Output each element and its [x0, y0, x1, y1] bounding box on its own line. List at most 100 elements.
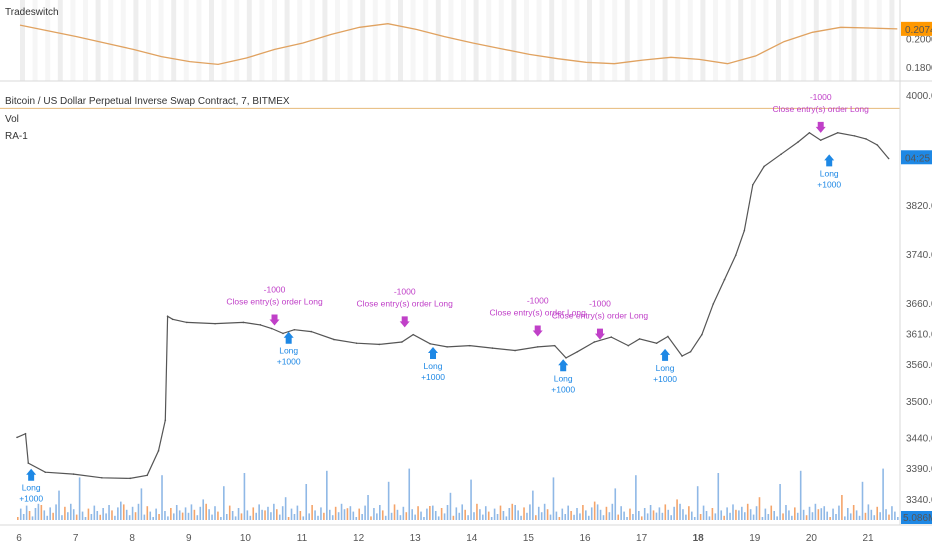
volume-bar	[796, 512, 799, 520]
volume-bar	[835, 514, 837, 520]
volume-bar	[205, 503, 207, 520]
volume-bar	[326, 470, 328, 520]
volume-bar	[808, 506, 811, 520]
volume-bar	[802, 509, 805, 520]
volume-bar	[726, 507, 728, 520]
volume-bar	[629, 508, 631, 520]
volume-bar	[470, 479, 472, 520]
volume-bar	[93, 505, 96, 520]
date-xtick: 9	[186, 533, 192, 544]
volume-bar	[746, 503, 749, 520]
indicator-band	[650, 0, 655, 81]
volume-bar	[381, 510, 384, 520]
volume-bar	[31, 516, 34, 520]
volume-bar	[696, 486, 699, 520]
volume-bar	[108, 505, 110, 520]
volume-bar	[576, 508, 578, 520]
indicator-band	[272, 0, 277, 81]
volume-bar	[58, 490, 60, 520]
date-xtick: 11	[297, 533, 308, 544]
volume-bar	[785, 505, 787, 520]
volume-bar	[352, 511, 355, 520]
indicator-band	[448, 0, 454, 81]
price-point	[627, 344, 630, 347]
indicator-title[interactable]: Tradeswitch	[5, 7, 59, 18]
indicator-band	[826, 0, 832, 81]
legend-vol[interactable]: Vol	[5, 114, 19, 125]
volume-bar	[17, 517, 19, 520]
close-arrow-icon	[815, 121, 826, 133]
volume-bar	[181, 512, 184, 520]
volume-bar	[78, 477, 81, 520]
volume-bar	[770, 505, 773, 520]
volume-bar	[390, 512, 393, 520]
volume-bar	[28, 511, 31, 520]
date-xtick: 14	[466, 533, 478, 544]
volume-bar	[128, 515, 131, 520]
volume-bar	[817, 509, 820, 520]
volume-bar	[593, 501, 596, 520]
volume-bar	[690, 511, 693, 520]
volume-bar	[643, 508, 646, 520]
indicator-band	[347, 0, 353, 81]
volume-bar	[417, 506, 419, 520]
indicator-band	[335, 0, 340, 81]
long-label: Long	[820, 168, 839, 178]
indicator-band	[498, 0, 504, 81]
volume-bar	[844, 516, 846, 520]
volume-bar	[358, 508, 361, 520]
volume-bar	[228, 505, 231, 520]
volume-bar	[720, 510, 723, 520]
indicator-band	[511, 0, 517, 81]
volume-bar	[861, 481, 864, 520]
indicator-band	[20, 0, 25, 81]
indicator-band	[196, 0, 202, 81]
close-arrow-icon	[269, 314, 280, 326]
volume-bar	[673, 506, 675, 520]
volume-bar	[484, 506, 487, 520]
volume-bar	[69, 503, 72, 520]
long-amount-label: +1000	[421, 372, 445, 382]
volume-bar	[820, 508, 823, 520]
price-point	[667, 335, 669, 338]
volume-bar	[137, 503, 140, 520]
indicator-band	[801, 0, 807, 81]
volume-bar	[738, 510, 740, 520]
volume-bar	[96, 511, 99, 520]
volume-bar	[302, 516, 305, 520]
indicator-band	[385, 0, 391, 81]
volume-bar	[255, 512, 257, 520]
volume-bar	[196, 515, 199, 520]
volume-bar	[888, 514, 890, 520]
volume-bar	[125, 509, 128, 520]
volume-bar	[455, 507, 458, 520]
volume-bar	[411, 509, 413, 520]
volume-bar	[535, 515, 537, 520]
indicator-pane	[19, 23, 898, 66]
volume-bar	[779, 484, 781, 520]
date-xtick: 12	[353, 533, 365, 544]
volume-bar	[264, 510, 266, 520]
price-point	[282, 332, 284, 335]
volume-bar	[582, 505, 584, 520]
volume-bar	[158, 514, 160, 520]
volume-bar	[426, 508, 428, 520]
volume-bar	[599, 509, 602, 520]
legend-ra-1[interactable]: RA-1	[5, 131, 28, 142]
price-point	[186, 321, 188, 324]
volume-bar	[782, 513, 784, 520]
volume-bar	[735, 509, 737, 520]
volume-bar	[217, 511, 219, 520]
volume-bar	[646, 513, 649, 520]
volume-bar	[490, 517, 493, 520]
long-amount-label: +1000	[653, 374, 677, 384]
price-ytick: 3820.0	[906, 201, 932, 212]
volume-bar	[602, 515, 605, 520]
volume-bar	[299, 511, 302, 520]
volume-bar	[870, 509, 873, 520]
volume-bar	[231, 511, 234, 520]
price-chart-title[interactable]: Bitcoin / US Dollar Perpetual Inverse Sw…	[5, 96, 290, 107]
volume-bar	[517, 510, 519, 520]
volume-bar	[452, 515, 455, 520]
